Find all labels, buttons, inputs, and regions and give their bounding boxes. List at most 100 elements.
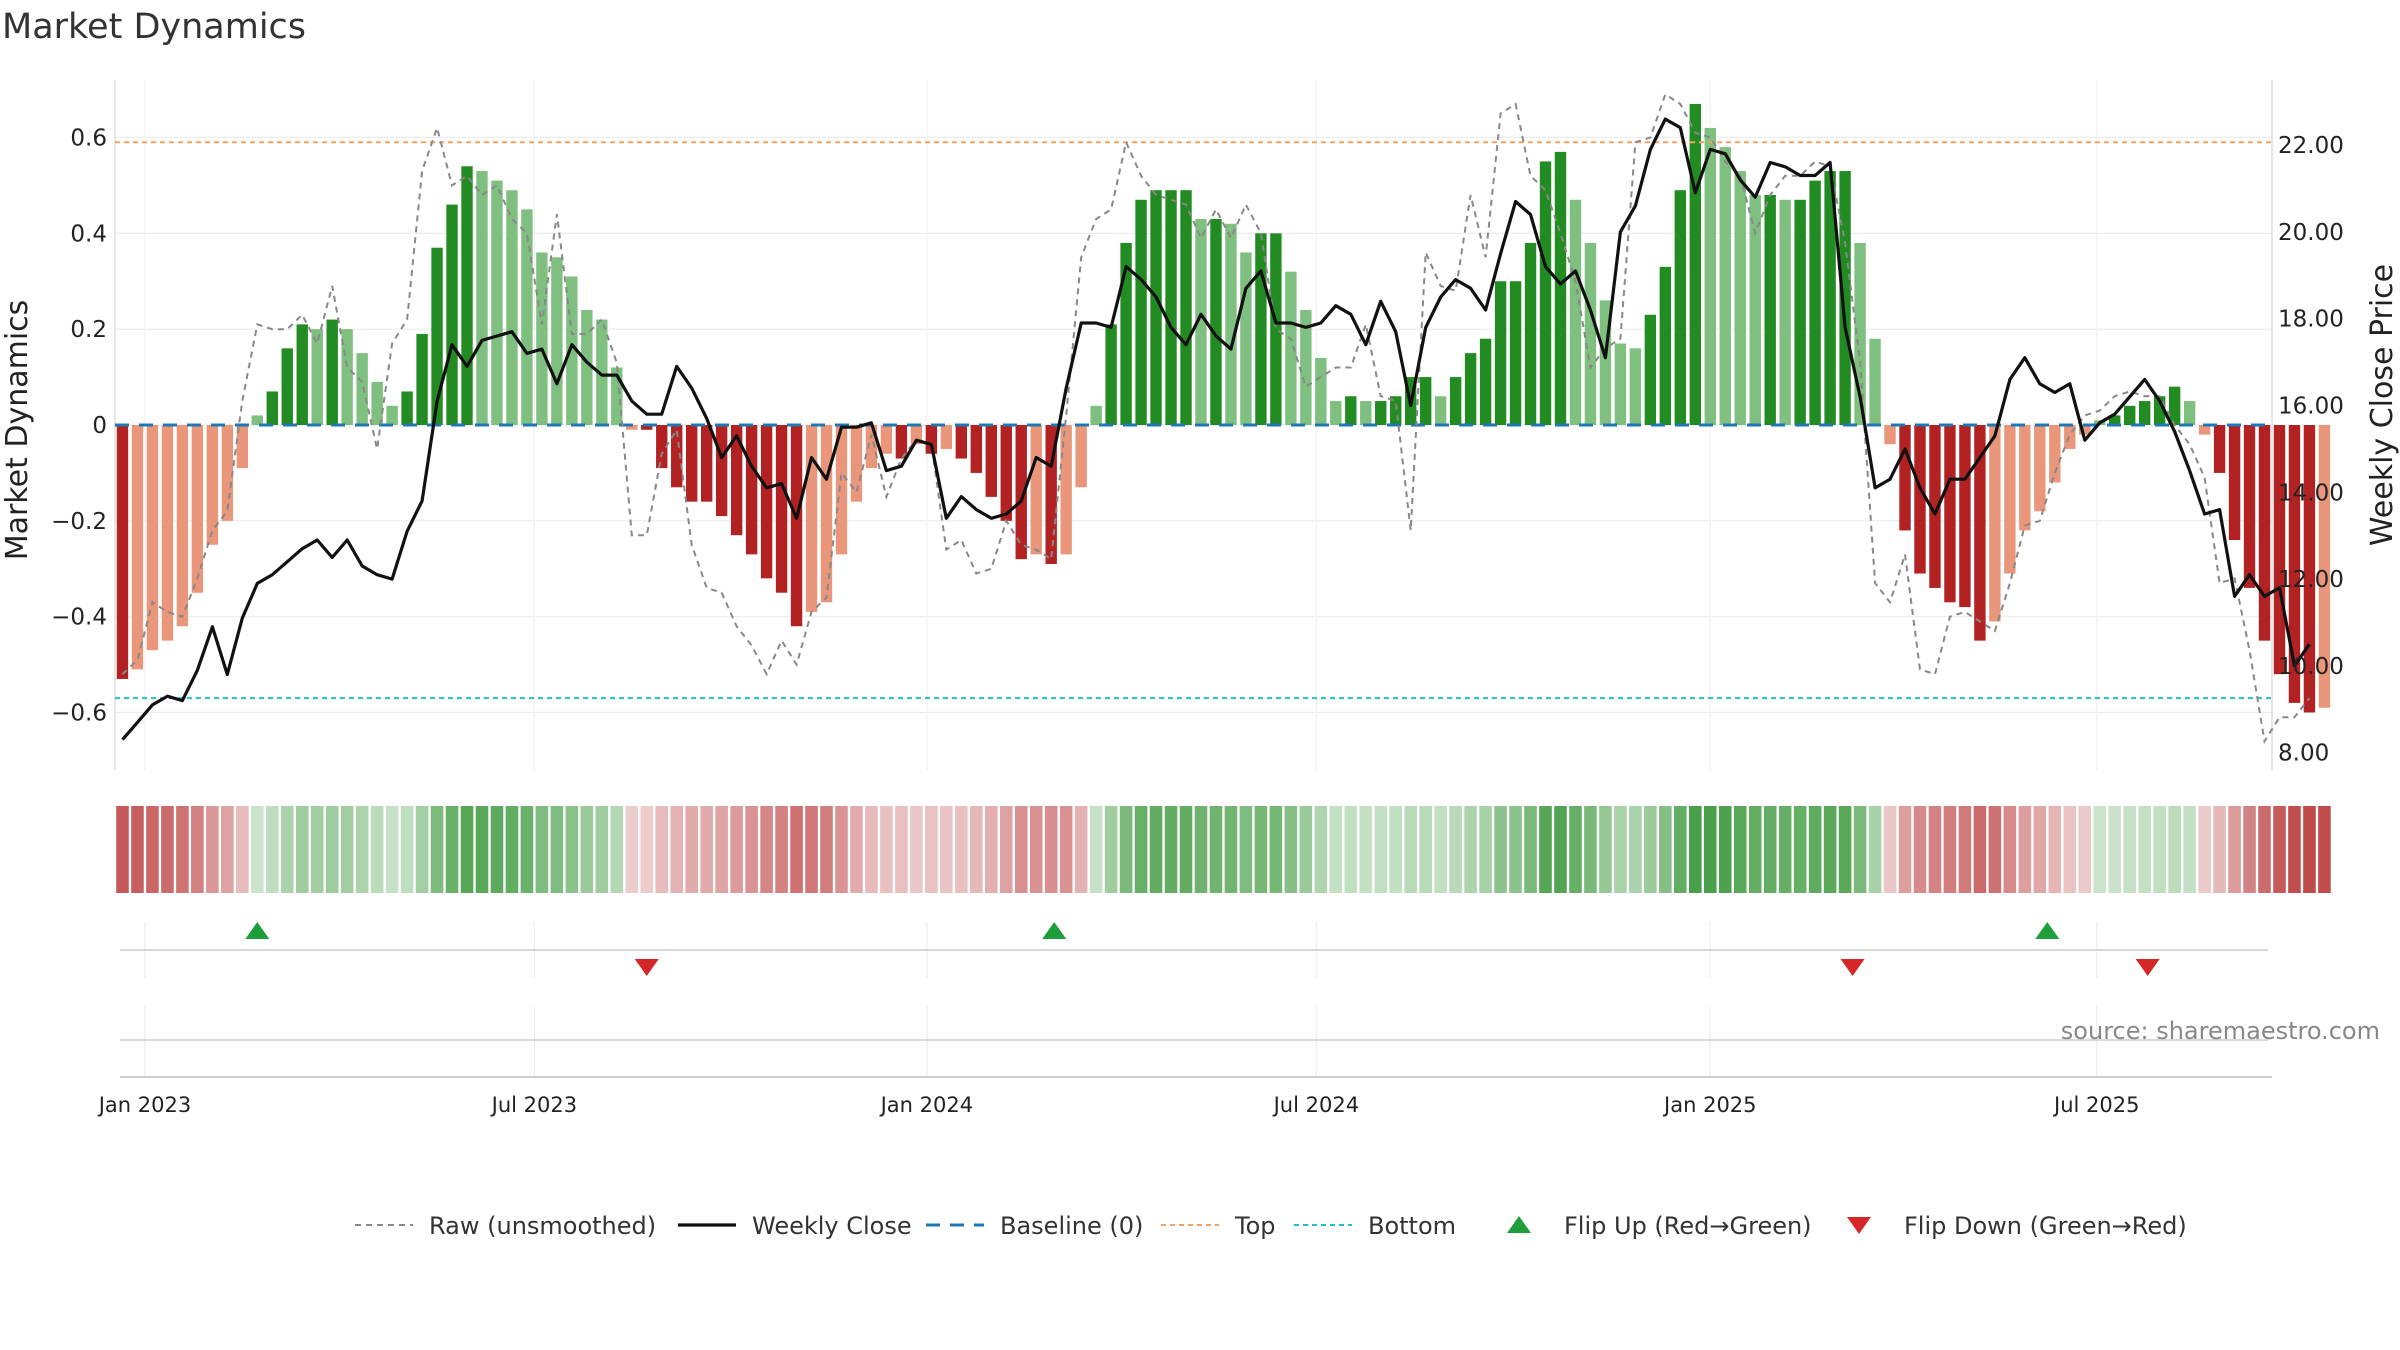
- dynamics-bar: [161, 425, 174, 641]
- strip-cell: [640, 806, 654, 893]
- dynamics-bar: [1824, 171, 1836, 425]
- strip-cell: [610, 806, 624, 893]
- strip-cell: [265, 806, 279, 893]
- dynamics-bar: [1974, 425, 1986, 641]
- legend-label: Bottom: [1368, 1212, 1456, 1240]
- strip-cell: [940, 806, 953, 893]
- raw-series-line: [121, 92, 2311, 745]
- dynamics-bar: [2049, 425, 2061, 483]
- strip-cell: [1239, 806, 1253, 893]
- strip-cell: [1194, 806, 1208, 893]
- strip-cell: [1913, 806, 1927, 893]
- dynamics-bar: [2183, 401, 2196, 425]
- strip-cell: [685, 806, 698, 893]
- dynamics-bar: [1704, 127, 1716, 426]
- dynamics-bar: [581, 310, 593, 425]
- strip-cell: [1359, 806, 1373, 893]
- dynamics-bar: [176, 425, 189, 627]
- dynamics-bar: [326, 319, 338, 425]
- dynamics-bar: [775, 425, 788, 593]
- strip-cell: [236, 806, 249, 893]
- strip-cell: [1344, 806, 1358, 893]
- strip-cell: [1464, 806, 1477, 893]
- strip-cell: [2273, 806, 2286, 893]
- strip-cell: [865, 806, 878, 893]
- dynamics-bar: [1644, 314, 1657, 425]
- strip-cell: [2153, 806, 2166, 893]
- strip-cell: [2213, 806, 2226, 893]
- dynamics-bar: [2034, 425, 2046, 512]
- strip-cell: [2108, 806, 2122, 893]
- strip-cell: [595, 806, 609, 893]
- dynamics-bar: [641, 425, 653, 430]
- dynamics-bar: [850, 425, 863, 502]
- strip-cell: [2168, 806, 2181, 893]
- dynamics-bar: [356, 353, 368, 425]
- dynamics-bar: [1180, 190, 1192, 425]
- strip-cell: [1509, 806, 1522, 893]
- strip-cell: [1883, 806, 1897, 893]
- strip-cell: [1853, 806, 1867, 893]
- dynamics-bar: [1959, 425, 1971, 608]
- strip-cell: [295, 806, 309, 893]
- dynamics-bar: [431, 247, 443, 425]
- strip-cell: [1868, 806, 1882, 893]
- dynamics-bar: [700, 425, 713, 502]
- dynamics-bar: [1569, 199, 1582, 425]
- dynamics-bar: [2273, 425, 2286, 675]
- dynamics-bar: [985, 425, 997, 497]
- dynamics-bar: [1719, 147, 1731, 426]
- strip-cell: [1179, 806, 1193, 893]
- strip-cell: [1644, 806, 1657, 893]
- strip-cell: [715, 806, 728, 893]
- strip-cell: [1793, 806, 1807, 893]
- x-tick-label: Jan 2023: [97, 1093, 192, 1117]
- y-right-axis-label: Weekly Close Price: [2365, 264, 2400, 546]
- dynamics-bar: [476, 171, 488, 425]
- dynamics-bar: [1554, 151, 1567, 425]
- strip-cell: [895, 806, 908, 893]
- strip-cell: [340, 806, 354, 893]
- strip-cell: [760, 806, 773, 893]
- y-right-tick-label: 14.00: [2278, 480, 2344, 506]
- dynamics-bar: [910, 425, 923, 445]
- legend-label: Flip Up (Red→Green): [1564, 1212, 1812, 1240]
- strip-cell: [1823, 806, 1837, 893]
- source-note: source: sharemaestro.com: [2061, 1017, 2380, 1045]
- dynamics-bar: [940, 425, 953, 449]
- x-tick-label: Jul 2025: [2052, 1093, 2139, 1117]
- dynamics-bar: [2168, 386, 2181, 425]
- main-panel: 0.6 0.4 0.2 0 −0.2 −0.4 −0.6 22.00 20.00 18.00 16.…: [0, 80, 2400, 770]
- dynamics-bar: [1434, 396, 1447, 425]
- dynamics-bar: [2243, 425, 2256, 588]
- dynamics-bar: [1270, 233, 1282, 425]
- y-left-tick-label: −0.2: [51, 509, 107, 535]
- dynamics-bar: [1015, 425, 1027, 560]
- strip-cell: [655, 806, 669, 893]
- strip-cell: [1838, 806, 1852, 893]
- dynamics-bar: [521, 209, 533, 425]
- dynamics-bar: [2124, 405, 2136, 425]
- strip-cell: [1209, 806, 1223, 893]
- dynamics-bar: [446, 204, 458, 425]
- strip-cell: [850, 806, 863, 893]
- strip-cell: [370, 806, 384, 893]
- dynamics-bar: [820, 425, 833, 603]
- strip-cell: [2303, 806, 2316, 893]
- dynamics-bar: [626, 425, 638, 430]
- y-left-tick-label: −0.4: [51, 605, 107, 631]
- strip-cell: [1569, 806, 1582, 893]
- dynamics-bar: [925, 425, 938, 454]
- strip-cell: [2018, 806, 2032, 893]
- strip-cell: [460, 806, 474, 893]
- dynamics-bar: [191, 425, 204, 593]
- strip-cell: [161, 806, 174, 893]
- strip-cell: [1479, 806, 1492, 893]
- strip-cell: [1898, 806, 1912, 893]
- dynamics-bar: [2318, 425, 2331, 708]
- dynamics-bar: [371, 381, 383, 425]
- y-right-tick-label: 16.00: [2278, 393, 2344, 419]
- y-right-tick-label: 22.00: [2278, 133, 2344, 159]
- strip-cell: [1808, 806, 1822, 893]
- strip-cell: [790, 806, 803, 893]
